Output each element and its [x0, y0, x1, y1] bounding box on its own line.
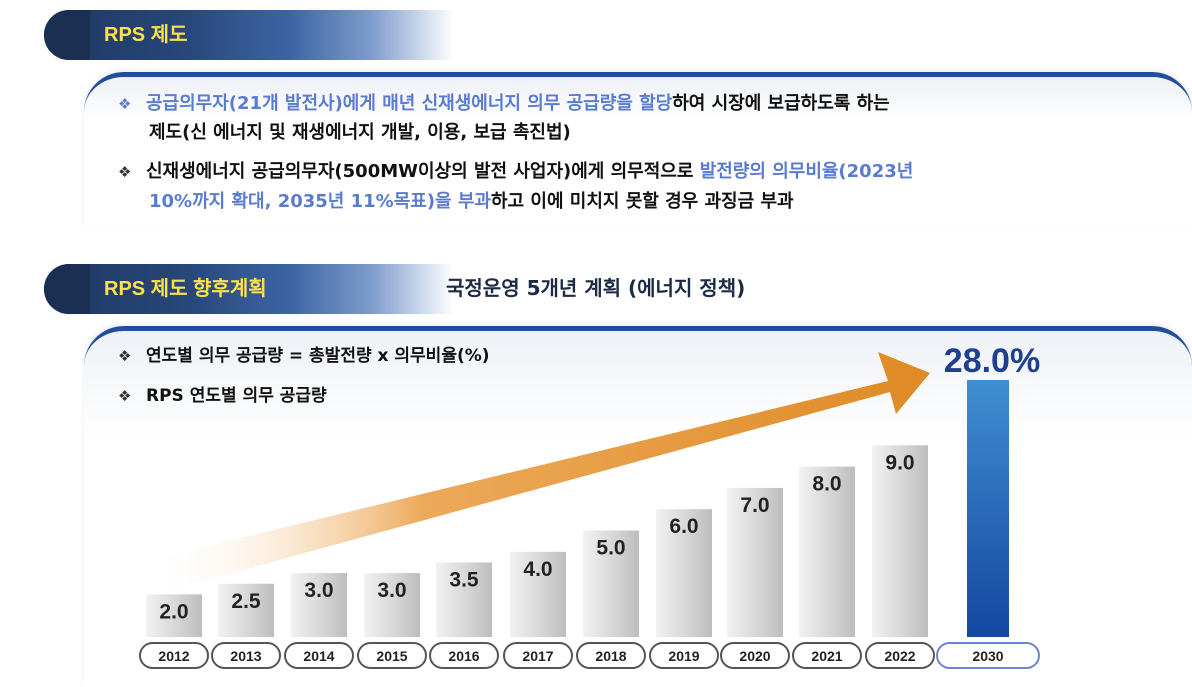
bullet-2-line-2-text: 하고 이에 미치지 못할 경우 과징금 부과 [491, 191, 794, 212]
year-label: 2014 [303, 648, 334, 664]
year-pill [792, 642, 862, 669]
tab-cap [44, 10, 90, 60]
bar-2030 [967, 380, 1009, 637]
bar-2017 [510, 551, 566, 637]
year-label: 2030 [972, 648, 1003, 664]
bar-2013 [218, 583, 274, 637]
year-label: 2017 [522, 648, 553, 664]
diamond-bullet-icon: ❖ [118, 163, 132, 181]
bar-value-label: 7.0 [740, 494, 769, 517]
policy-subtitle: 국정운영 5개년 계획 (에너지 정책) [446, 276, 746, 300]
year-pill [357, 642, 427, 669]
year-label: 2013 [230, 648, 261, 664]
year-pill [865, 642, 935, 669]
year-label: 2012 [158, 648, 189, 664]
year-pill [936, 642, 1040, 669]
bullet-2-line-2: 10%까지 확대, 2035년 11%목표)을 부과하고 이에 미치지 못할 경… [149, 186, 794, 218]
year-label: 2019 [668, 648, 699, 664]
year-pill [649, 642, 719, 669]
bar-2020 [727, 487, 783, 637]
year-label: 2016 [448, 648, 479, 664]
bar-2014 [291, 573, 347, 637]
bar-2016 [436, 562, 492, 637]
year-pill [576, 642, 646, 669]
chart-bullet-1: ❖ 연도별 의무 공급량 = 총발전량 x 의무비율(%) [118, 340, 490, 372]
year-pill [429, 642, 499, 669]
bullet-2-highlight: 발전량의 의무비율(2023년 [699, 161, 914, 182]
bullet-1-line-2: 제도(신 에너지 및 재생에너지 개발, 이용, 보급 촉진법) [149, 122, 571, 143]
diamond-bullet-icon: ❖ [118, 347, 132, 365]
bar-value-label: 2.0 [159, 600, 188, 623]
diamond-bullet-icon: ❖ [118, 387, 132, 405]
bar-value-label: 6.0 [669, 515, 698, 538]
chart-bullet-2: ❖ RPS 연도별 의무 공급량 [118, 380, 327, 412]
bar-2018 [583, 530, 639, 637]
bar-value-label: 8.0 [812, 473, 841, 496]
bar-value-label: 28.0% [944, 342, 1040, 380]
section-title-rps-plan: RPS 제도 향후계획 [104, 278, 267, 300]
year-label: 2021 [811, 648, 842, 664]
bar-value-label: 3.0 [377, 579, 406, 602]
rps-description-panel [84, 72, 1192, 227]
bar-value-label: 3.5 [449, 568, 479, 591]
bar-value-label: 5.0 [596, 537, 625, 560]
section-tab-rps: RPS 제도 [44, 10, 454, 60]
bullet-2-text: 신재생에너지 공급의무자(500MW이상의 발전 사업자)에게 의무적으로 [146, 161, 700, 182]
bar-value-label: 2.5 [231, 590, 261, 613]
year-pill [211, 642, 281, 669]
year-label: 2022 [884, 648, 915, 664]
year-pill [139, 642, 209, 669]
bullet-2-line-2-highlight: 10%까지 확대, 2035년 11%목표)을 부과 [149, 191, 491, 212]
formula-text: 연도별 의무 공급량 = 총발전량 x 의무비율(%) [146, 346, 490, 366]
diamond-bullet-icon: ❖ [118, 95, 132, 113]
bullet-1: ❖ 공급의무자(21개 발전사)에게 매년 신재생에너지 의무 공급량을 할당하여… [118, 88, 890, 120]
year-pill [503, 642, 573, 669]
bar-2022 [872, 445, 928, 637]
bar-2019 [656, 509, 712, 637]
bar-value-label: 4.0 [523, 558, 552, 581]
bar-value-label: 3.0 [304, 579, 333, 602]
bar-2021 [799, 466, 855, 637]
year-pill [284, 642, 354, 669]
year-label: 2018 [595, 648, 626, 664]
bar-value-label: 9.0 [885, 451, 914, 474]
bar-2012 [146, 594, 202, 637]
chart-caption: RPS 연도별 의무 공급량 [146, 386, 327, 406]
bullet-1-highlight: 공급의무자(21개 발전사)에게 매년 신재생에너지 의무 공급량을 할당 [146, 93, 673, 114]
section-title-rps: RPS 제도 [104, 24, 188, 46]
trend-arrow [150, 352, 930, 590]
year-label: 2020 [739, 648, 770, 664]
year-label: 2015 [376, 648, 407, 664]
bullet-1-text: 하여 시장에 보급하도록 하는 [672, 93, 890, 114]
tab-cap [44, 264, 90, 314]
bullet-2: ❖ 신재생에너지 공급의무자(500MW이상의 발전 사업자)에게 의무적으로 발… [118, 156, 913, 188]
bar-2015 [364, 573, 420, 637]
section-tab-rps-plan: RPS 제도 향후계획 [44, 264, 454, 314]
year-pill [720, 642, 790, 669]
